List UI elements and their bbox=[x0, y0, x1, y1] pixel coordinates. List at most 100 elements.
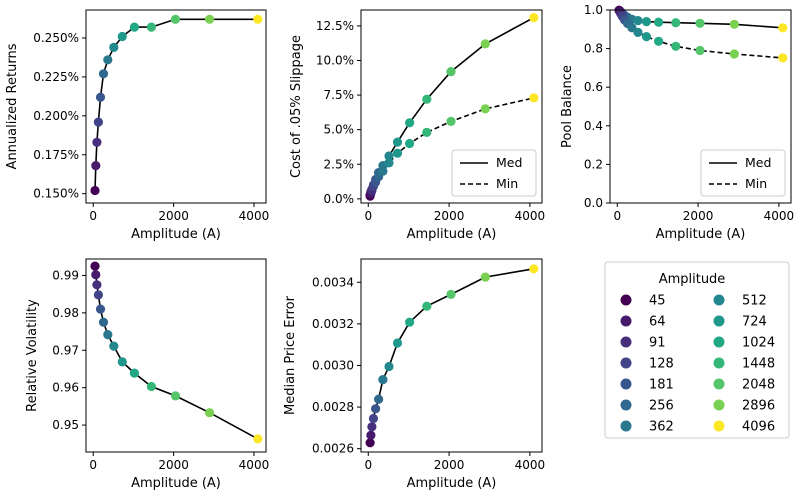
axes-frame bbox=[360, 9, 543, 204]
y-tick-label: 0.98 bbox=[52, 306, 79, 320]
data-point-1-10 bbox=[405, 118, 415, 128]
data-point-1-11 bbox=[146, 381, 156, 392]
legend-marker bbox=[620, 357, 632, 369]
data-point-1-12 bbox=[446, 67, 456, 77]
y-axis-label: Median Price Error bbox=[283, 295, 298, 415]
data-point-1-14 bbox=[253, 14, 263, 24]
legend-entry-label: 181 bbox=[649, 378, 674, 393]
y-tick-label: 0.0034 bbox=[312, 275, 354, 289]
x-axis-label: Amplitude (A) bbox=[131, 227, 221, 242]
x-tick-label: 0 bbox=[89, 209, 97, 223]
data-point-1-4 bbox=[93, 117, 103, 127]
axes-frame bbox=[609, 9, 792, 204]
legend-entry-label: 91 bbox=[649, 336, 666, 351]
y-tick-label: 2.5% bbox=[324, 157, 355, 171]
y-tick-label: 0.250% bbox=[33, 31, 79, 45]
data-point-1-4 bbox=[368, 413, 378, 424]
data-point-2-8 bbox=[384, 158, 394, 168]
data-point-2-10 bbox=[654, 36, 664, 46]
y-tick-label: 0.200% bbox=[33, 109, 79, 123]
x-tick-label: 4000 bbox=[239, 458, 270, 472]
y-tick-label: 0.95 bbox=[52, 418, 79, 432]
data-point-2-14 bbox=[529, 93, 539, 103]
legend-marker bbox=[620, 399, 632, 411]
legend-label-min: Min bbox=[496, 176, 518, 191]
legend-entry-label: 1024 bbox=[742, 336, 775, 351]
data-point-1-1 bbox=[365, 438, 375, 448]
y-tick-label: 0.4 bbox=[584, 119, 603, 133]
data-point-1-14 bbox=[529, 264, 539, 274]
data-point-1-10 bbox=[129, 22, 139, 32]
data-point-1-7 bbox=[378, 375, 388, 385]
y-axis-label: Relative Volatility bbox=[25, 299, 40, 412]
data-point-1-12 bbox=[170, 391, 181, 401]
data-point-1-9 bbox=[392, 137, 403, 147]
legend-title: Amplitude bbox=[659, 272, 726, 287]
x-axis-label: Amplitude (A) bbox=[656, 227, 746, 242]
chart-panel-1: 0 2000 4000 0.150% 0.175% 0.200% 0.225% 0.250% A… bbox=[5, 9, 270, 242]
y-axis-label: Pool Balance bbox=[560, 65, 575, 148]
y-tick-label: 0.175% bbox=[33, 148, 79, 162]
legend-entry-label: 4096 bbox=[742, 420, 775, 435]
data-point-1-8 bbox=[633, 16, 643, 26]
legend-label-min: Min bbox=[745, 176, 767, 191]
data-point-1-12 bbox=[170, 14, 181, 24]
data-point-1-10 bbox=[654, 17, 664, 27]
legend-entry-label: 512 bbox=[742, 294, 767, 309]
data-point-1-5 bbox=[371, 404, 381, 414]
data-point-1-13 bbox=[729, 19, 739, 29]
x-tick-label: 4000 bbox=[764, 209, 795, 223]
y-tick-label: 0.0% bbox=[324, 192, 355, 206]
data-point-1-3 bbox=[367, 422, 377, 432]
data-point-1-13 bbox=[480, 272, 490, 282]
data-point-1-13 bbox=[205, 408, 215, 418]
x-tick-label: 0 bbox=[89, 458, 97, 472]
data-point-1-6 bbox=[98, 69, 109, 79]
series-legend-frame bbox=[451, 149, 537, 197]
legend-marker bbox=[620, 336, 632, 348]
x-tick-label: 2000 bbox=[158, 458, 189, 472]
legend-marker bbox=[713, 399, 725, 411]
data-point-1-7 bbox=[103, 55, 113, 65]
chart-panel-3: 0 2000 4000 0.0 0.2 0.4 0.6 0.8 1.0 Amplitude (A)… bbox=[560, 3, 794, 242]
x-tick-label: 2000 bbox=[158, 209, 189, 223]
legend-entry-label: 2896 bbox=[742, 399, 775, 414]
chart-panel-5: 0 2000 4000 0.0026 0.0028 0.0030 0.0032 0.0034 A… bbox=[283, 258, 545, 491]
data-point-1-10 bbox=[405, 317, 415, 327]
data-point-1-9 bbox=[392, 338, 403, 348]
legend-marker bbox=[713, 378, 725, 390]
y-tick-label: 0.99 bbox=[52, 268, 79, 282]
x-axis-label: Amplitude (A) bbox=[131, 476, 221, 491]
y-tick-label: 0.225% bbox=[33, 70, 79, 84]
data-point-1-6 bbox=[374, 394, 384, 404]
y-tick-label: 0.2 bbox=[584, 157, 603, 171]
y-tick-label: 0.6 bbox=[584, 80, 603, 94]
x-tick-label: 4000 bbox=[239, 209, 270, 223]
x-axis-label: Amplitude (A) bbox=[407, 227, 497, 242]
data-point-1-8 bbox=[109, 341, 119, 351]
amplitude-legend: Amplitude 45 64 91 128 181 256 362 512 724 1024 14… bbox=[604, 261, 790, 439]
legend-entry-label: 362 bbox=[649, 420, 674, 435]
legend-entry-label: 1448 bbox=[742, 357, 775, 372]
data-point-1-9 bbox=[117, 31, 127, 42]
legend-label-med: Med bbox=[745, 155, 771, 170]
data-point-2-13 bbox=[480, 104, 490, 114]
data-point-1-13 bbox=[205, 14, 215, 24]
y-tick-label: 7.5% bbox=[324, 88, 355, 102]
legend-marker bbox=[713, 315, 725, 327]
data-point-1-11 bbox=[671, 18, 681, 28]
x-tick-label: 2000 bbox=[434, 209, 465, 223]
legend-entry-label: 45 bbox=[649, 294, 666, 309]
axes-frame bbox=[85, 9, 267, 204]
y-tick-label: 0.0 bbox=[584, 196, 603, 210]
y-tick-label: 0.150% bbox=[33, 187, 79, 201]
y-axis-label: Annualized Returns bbox=[5, 43, 20, 169]
data-point-1-1 bbox=[90, 261, 100, 271]
y-tick-label: 0.8 bbox=[584, 42, 603, 56]
legend-marker bbox=[713, 420, 725, 432]
legend-entry-label: 128 bbox=[649, 357, 674, 372]
legend-entry-label: 64 bbox=[649, 315, 666, 330]
data-point-1-13 bbox=[480, 39, 490, 49]
legend-marker bbox=[620, 315, 632, 327]
